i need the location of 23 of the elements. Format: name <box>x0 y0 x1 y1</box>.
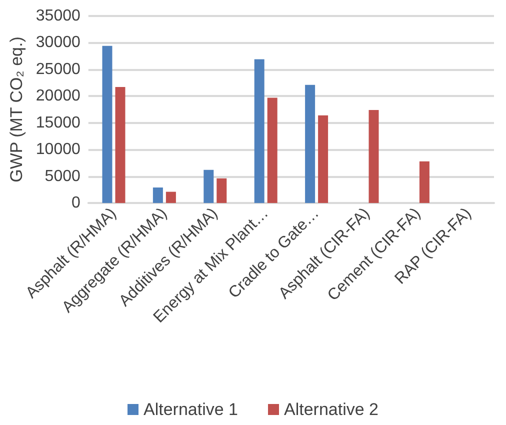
legend-label: Alternative 1 <box>144 400 238 419</box>
bar <box>254 59 264 203</box>
bar <box>368 110 379 203</box>
y-tick-label: 0 <box>71 194 80 212</box>
bar <box>267 98 278 203</box>
y-tick-label: 25000 <box>36 60 80 78</box>
y-tick-label: 35000 <box>36 8 80 24</box>
bar <box>204 170 214 203</box>
bar <box>115 87 126 203</box>
y-tick-label: 10000 <box>36 141 80 158</box>
bar <box>102 46 112 203</box>
legend-label: Alternative 2 <box>284 400 378 419</box>
y-tick-label: 5000 <box>44 168 80 185</box>
bar <box>216 178 227 203</box>
y-tick-label: 30000 <box>36 34 80 52</box>
bar <box>152 188 163 203</box>
y-axis-title: GWP (MT CO₂ eq.) <box>7 36 26 182</box>
bar <box>166 192 176 203</box>
y-tick-label: 20000 <box>36 88 80 105</box>
bar <box>419 161 430 203</box>
y-tick-label: 15000 <box>36 114 80 132</box>
bar <box>318 115 328 203</box>
bar <box>305 84 316 203</box>
